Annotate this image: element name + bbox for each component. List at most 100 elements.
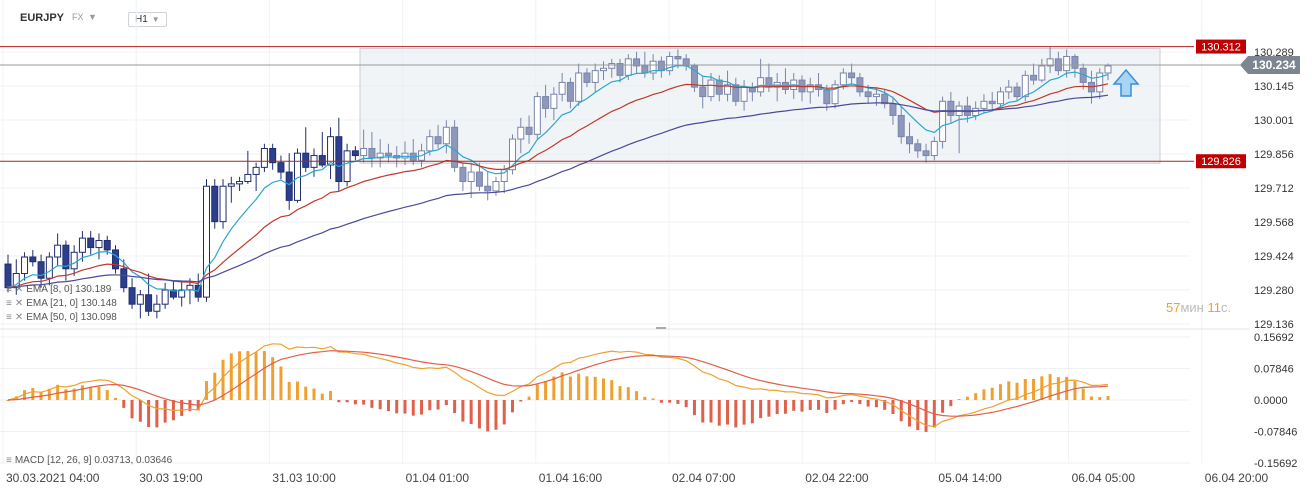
candle-body [616,63,624,76]
last-price-tag [1240,55,1300,74]
macd-histogram-bar [527,396,531,400]
macd-histogram-bar [717,400,721,426]
candle-body [1096,72,1104,93]
candle-body [153,303,161,312]
macd-histogram-bar [329,390,333,400]
candle-body [906,136,914,145]
macd-histogram-bar [105,390,109,400]
candle-body [608,63,616,69]
candle-body [1030,74,1038,81]
macd-histogram-bar [982,389,986,400]
macd-histogram-bar [403,400,407,414]
close-icon[interactable]: ✕ [14,298,24,309]
macd-label: MACD [12, 26, 9] 0.03713, 0.03646 [14,455,173,466]
symbol-label[interactable]: EURJPY [20,12,65,24]
up-arrow-icon[interactable] [1112,68,1140,97]
macd-y-tick-label: -0.07846 [1254,427,1297,439]
candle-body [566,81,574,102]
indicator-legend-macd[interactable]: ≡ MACD [12, 26, 9] 0.03713, 0.03646 [6,455,172,466]
level-price-tag[interactable] [1196,39,1246,54]
candle-body [649,60,657,74]
macd-histogram-bar [941,400,945,413]
macd-histogram-bar [337,400,341,403]
macd-histogram-bar [775,400,779,415]
macd-histogram-bar [676,400,680,404]
candle-body [848,72,856,79]
macd-histogram-bar [238,351,242,400]
ema8-label: EMA [8, 0] 130.189 [26,284,112,295]
macd-histogram-bar [709,400,713,423]
level-price-tag[interactable] [1196,154,1246,169]
macd-histogram-bar [1007,381,1011,400]
macd-histogram-bar [1081,388,1085,400]
candle-body [1013,86,1021,98]
macd-histogram-bar [874,400,878,408]
macd-histogram-bar [692,400,696,416]
macd-histogram-bar [271,357,275,400]
y-tick-label: 130.001 [1254,115,1294,127]
indicator-legend-ema8[interactable]: ≡ ✕ EMA [8, 0] 130.189 [6,284,111,295]
timeframe-dropdown[interactable]: H1 ▼ [128,12,167,27]
last-price-label: 130.234 [1252,58,1296,72]
candle-body [277,162,285,173]
candle-body [839,72,847,86]
macd-histogram-bar [345,400,349,403]
chevron-down-icon[interactable]: ▼ [88,12,97,22]
macd-histogram-bar [279,366,283,400]
macd-y-tick-label: 0.07846 [1254,364,1294,376]
close-icon[interactable]: ✕ [14,312,24,323]
candle-body [21,256,29,275]
candle-body [624,58,632,76]
indicator-legend-ema50[interactable]: ≡ ✕ EMA [50, 0] 130.098 [6,312,117,323]
macd-histogram-bar [511,400,515,413]
candle-body [219,185,227,223]
range-rectangle[interactable] [359,48,1161,164]
macd-histogram-bar [188,400,192,412]
indicator-legend-ema21[interactable]: ≡ ✕ EMA [21, 0] 130.148 [6,298,117,309]
candle-body [401,152,409,159]
settings-icon[interactable]: ≡ [6,284,12,295]
candle-body [633,58,641,67]
candle-body [1046,58,1054,67]
candle-body [103,239,111,251]
candle-body [889,103,897,116]
macd-histogram-bar [1098,397,1102,400]
timer-sec-label: с. [1220,300,1232,315]
macd-histogram-bar [850,400,854,402]
macd-y-tick-label: 0.15692 [1254,332,1294,344]
ema50-label: EMA [50, 0] 130.098 [26,312,117,323]
macd-histogram-bar [726,400,730,425]
candle-body [343,150,351,183]
candle-body [202,185,210,298]
x-tick-label: 30.03 19:00 [139,471,203,485]
macd-histogram-bar [552,376,556,400]
macd-histogram-bar [353,400,357,405]
macd-histogram-bar [668,400,672,403]
macd-histogram-bar [990,387,994,400]
macd-histogram-bar [246,351,250,400]
settings-icon[interactable]: ≡ [6,312,12,323]
y-tick-label: 129.856 [1254,149,1294,161]
macd-histogram-bar [31,387,35,400]
pane-resize-handle[interactable] [656,327,666,329]
candle-body [351,150,359,157]
macd-histogram-bar [585,376,589,400]
chevron-down-icon: ▼ [151,15,160,24]
macd-histogram-bar [287,381,291,400]
candle-body [575,72,583,102]
close-icon[interactable]: ✕ [14,284,24,295]
macd-histogram-bar [577,373,581,400]
settings-icon[interactable]: ≡ [6,298,12,309]
ema21-line [7,83,1109,289]
macd-histogram-bar [114,397,118,400]
candle-body [318,155,326,166]
candle-body [1038,65,1046,81]
macd-histogram-bar [957,399,961,401]
settings-icon[interactable]: ≡ [6,455,12,466]
candle-body [996,91,1004,105]
level-price-label: 130.312 [1201,42,1241,54]
macd-histogram-bar [701,400,705,423]
candle-body [509,138,517,171]
